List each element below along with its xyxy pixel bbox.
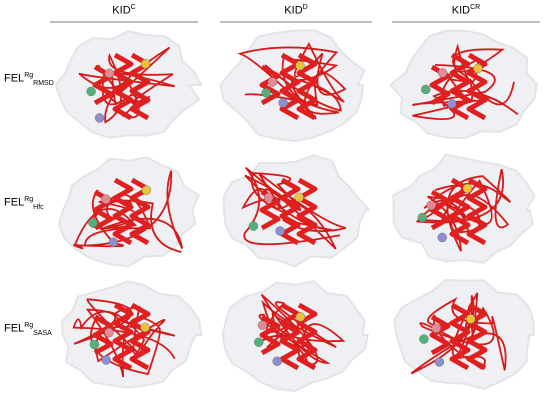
helix [429, 314, 451, 356]
atom-sphere [417, 212, 428, 223]
helix [296, 302, 318, 371]
atom-sphere [89, 339, 100, 350]
atom-sphere [267, 77, 278, 87]
atom-sphere [295, 312, 306, 322]
row-label: FELRgSASA [4, 322, 52, 337]
atom-sphere [140, 59, 151, 69]
helix [279, 302, 301, 371]
helix [296, 177, 318, 246]
atom-sphere [141, 185, 152, 195]
atom-sphere [462, 183, 473, 194]
atom-sphere [431, 323, 441, 333]
helix [449, 302, 471, 371]
helix [112, 177, 134, 246]
atom-sphere [263, 192, 274, 203]
atom-sphere [254, 337, 264, 347]
atom-sphere [426, 200, 436, 210]
coil [258, 293, 346, 366]
atom-sphere [86, 86, 96, 97]
atom-sphere [275, 226, 285, 236]
atom-sphere [437, 232, 447, 243]
column-header: KIDCR [451, 4, 481, 17]
atom-sphere [421, 84, 431, 95]
atom-sphere [248, 221, 259, 231]
atom-sphere [434, 357, 445, 367]
atom-sphere [261, 88, 271, 98]
helix [259, 314, 281, 356]
atom-sphere [447, 99, 457, 109]
helix [112, 52, 134, 121]
helix [129, 302, 151, 371]
atom-sphere [437, 68, 448, 78]
atom-sphere [278, 98, 288, 108]
column-header: KIDC [112, 4, 136, 17]
atom-sphere [104, 68, 115, 78]
coil [241, 166, 347, 250]
atom-sphere [473, 63, 483, 74]
surface [57, 156, 200, 268]
atom-sphere [419, 334, 429, 344]
helix [259, 64, 281, 106]
helix [92, 314, 114, 356]
atom-sphere [294, 192, 304, 202]
atom-sphere [140, 322, 150, 333]
coil [237, 41, 347, 120]
coil [78, 46, 175, 124]
row-label: FELRgRMSD [4, 72, 54, 87]
helix [429, 189, 451, 231]
atom-sphere [88, 218, 98, 228]
atom-sphere [272, 356, 282, 366]
helix [279, 177, 301, 246]
atom-sphere [465, 314, 476, 324]
column-header: KIDD [284, 4, 308, 17]
helix [466, 52, 488, 121]
atom-sphere [108, 237, 119, 247]
atom-sphere [94, 113, 105, 123]
helix [112, 302, 134, 371]
helix [296, 52, 318, 121]
atom-sphere [295, 60, 305, 71]
coil [72, 298, 176, 378]
atom-sphere [257, 320, 268, 330]
atom-sphere [104, 327, 114, 338]
row-label: FELRgHfc [4, 196, 44, 211]
helix [466, 302, 488, 371]
helix [466, 177, 488, 246]
atom-sphere [101, 355, 111, 365]
atom-sphere [101, 194, 111, 204]
